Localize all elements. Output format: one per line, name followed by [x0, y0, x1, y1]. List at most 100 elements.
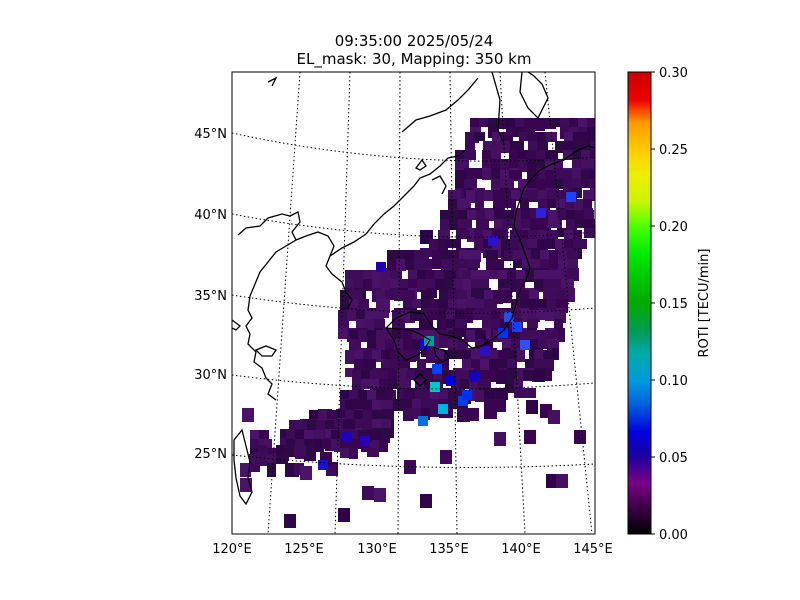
roti-cell — [388, 370, 401, 380]
roti-cell — [590, 170, 595, 181]
roti-cell — [406, 370, 418, 380]
roti-cell — [540, 250, 549, 260]
roti-cell — [590, 150, 595, 161]
roti-cell — [509, 170, 522, 181]
roti-cell — [453, 350, 467, 359]
roti-cell — [267, 463, 276, 477]
roti-cell — [538, 299, 547, 309]
roti-cell — [531, 250, 544, 260]
roti-cell — [430, 382, 440, 392]
roti-cell — [561, 279, 574, 290]
roti-cell — [458, 219, 472, 230]
roti-cell — [334, 420, 343, 433]
roti-cell — [491, 150, 501, 163]
roti-cell — [438, 239, 448, 252]
roti-cell — [457, 290, 467, 302]
roti-cell — [347, 310, 360, 321]
roti-cell — [484, 390, 495, 404]
roti-cell — [390, 350, 399, 361]
roti-cell — [492, 248, 506, 258]
roti-cell — [537, 230, 548, 239]
roti-cell — [527, 319, 538, 328]
roti-cell — [554, 159, 563, 168]
roti-cell — [566, 219, 575, 231]
roti-cell — [584, 228, 595, 238]
roti-cell — [484, 408, 497, 419]
roti-cell — [543, 270, 557, 280]
roti-cell — [505, 370, 517, 379]
roti-cell — [462, 288, 476, 299]
roti-cell — [520, 199, 529, 213]
roti-cell — [567, 250, 577, 259]
roti-cell — [503, 210, 514, 224]
roti-cell — [537, 141, 548, 154]
roti-cell — [294, 445, 306, 456]
roti-cell — [421, 330, 433, 339]
roti-cell — [525, 270, 534, 282]
roti-cell — [340, 439, 350, 449]
roti-cell — [543, 279, 553, 292]
roti-cell — [304, 439, 317, 450]
roti-cell — [276, 454, 288, 464]
roti-cell — [372, 279, 383, 288]
roti-cell — [500, 159, 510, 168]
roti-cell — [459, 250, 469, 264]
lon-tick-140: 140°E — [501, 542, 541, 557]
roti-cell — [567, 268, 579, 281]
roti-cell — [536, 208, 546, 218]
roti-cell — [446, 319, 455, 330]
lon-tick-145: 145°E — [573, 542, 613, 557]
roti-cell — [497, 118, 506, 129]
roti-cell — [345, 368, 355, 377]
roti-cell — [412, 299, 425, 308]
roti-cell — [403, 399, 412, 413]
roti-cell — [430, 390, 441, 401]
roti-cell — [480, 279, 489, 292]
roti-cell — [313, 430, 324, 443]
roti-cell — [494, 210, 505, 220]
roti-cell — [575, 219, 588, 228]
roti-cell — [372, 419, 383, 429]
roti-cell — [358, 299, 369, 311]
roti-cell — [564, 132, 573, 141]
roti-cell — [404, 460, 416, 474]
roti-cell — [557, 210, 568, 220]
roti-cell — [529, 190, 539, 202]
roti-cell — [558, 268, 567, 281]
lon-tick-135: 135°E — [429, 542, 469, 557]
roti-cell — [361, 379, 372, 389]
roti-cell — [498, 328, 508, 338]
lon-tick-130: 130°E — [357, 542, 397, 557]
roti-cell — [354, 270, 367, 280]
colorbar-gradient — [627, 71, 652, 535]
roti-cell — [462, 359, 473, 369]
roti-cell — [250, 439, 259, 448]
roti-cell — [552, 270, 561, 279]
roti-cell — [240, 463, 251, 477]
roti-cell — [381, 270, 392, 280]
roti-cell — [267, 454, 276, 467]
roti-cell — [542, 118, 556, 129]
roti-cell — [381, 359, 390, 372]
roti-cell — [548, 210, 558, 220]
roti-cell — [484, 339, 493, 352]
roti-cell — [474, 239, 483, 253]
roti-cell — [449, 219, 459, 230]
roti-cell — [573, 141, 584, 154]
roti-cell — [536, 168, 545, 182]
map-frame — [231, 71, 596, 535]
roti-cell — [465, 141, 475, 152]
roti-cell — [352, 370, 363, 379]
roti-cell — [476, 210, 485, 223]
roti-cell — [421, 308, 432, 319]
roti-cell — [396, 250, 409, 261]
roti-cell — [316, 420, 325, 431]
roti-cell — [387, 250, 398, 263]
roti-cell — [385, 390, 396, 399]
roti-cell — [466, 330, 476, 342]
colorbar-tick-4: 0.20 — [659, 220, 688, 235]
roti-cell — [526, 400, 538, 414]
roti-cell — [362, 486, 374, 500]
lat-tick-labels: 25°N 30°N 35°N 40°N 45°N — [194, 127, 227, 462]
